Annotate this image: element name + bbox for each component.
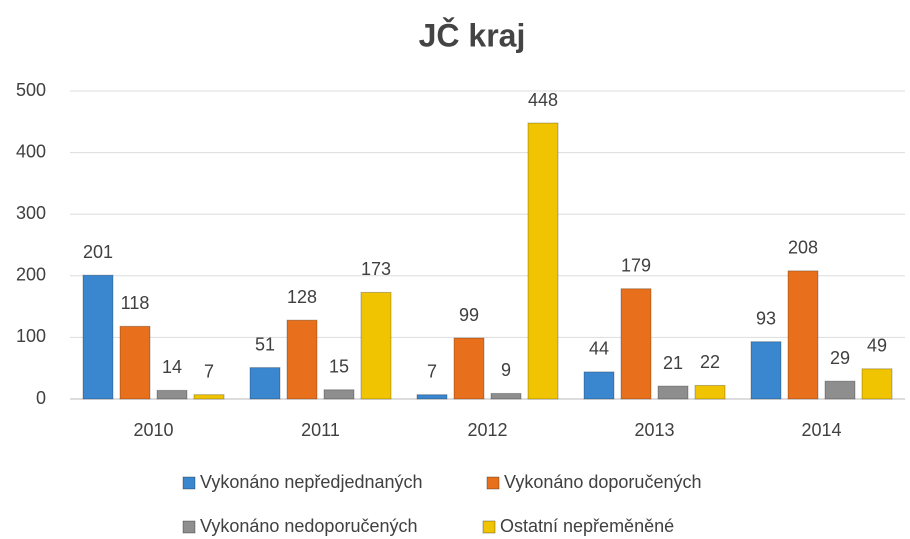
legend-swatch — [486, 476, 500, 490]
y-tick-label: 300 — [16, 203, 46, 223]
data-label: 208 — [788, 238, 818, 258]
bar — [750, 341, 782, 400]
bar — [286, 319, 318, 400]
data-label: 179 — [621, 255, 651, 275]
data-label: 7 — [204, 361, 214, 381]
x-tick-label: 2011 — [301, 420, 340, 440]
bar — [156, 389, 188, 400]
bar — [620, 288, 652, 400]
legend-swatch — [182, 476, 196, 490]
bar — [824, 380, 856, 400]
data-label: 173 — [361, 259, 391, 279]
bar — [583, 371, 615, 400]
bar — [193, 394, 225, 400]
x-tick-label: 2010 — [133, 420, 173, 440]
bar — [453, 337, 485, 400]
data-label: 14 — [162, 357, 182, 377]
bar — [657, 385, 689, 400]
data-label: 99 — [459, 305, 479, 325]
y-tick-label: 0 — [36, 388, 46, 408]
bar — [360, 291, 392, 400]
data-label: 15 — [329, 357, 349, 377]
x-tick-label: 2013 — [634, 420, 674, 440]
data-label: 22 — [700, 352, 720, 372]
bar — [787, 270, 819, 400]
data-label: 51 — [255, 334, 275, 354]
data-label: 93 — [756, 308, 776, 328]
y-tick-label: 500 — [16, 80, 46, 100]
bar — [416, 394, 448, 400]
data-label: 9 — [501, 360, 511, 380]
data-label: 21 — [663, 353, 683, 373]
data-label: 44 — [589, 339, 609, 359]
y-tick-label: 100 — [16, 326, 46, 346]
y-tick-label: 400 — [16, 141, 46, 161]
data-label: 49 — [867, 336, 887, 356]
data-label: 29 — [830, 348, 850, 368]
bar — [249, 367, 281, 400]
data-label: 7 — [427, 361, 437, 381]
y-tick-label: 200 — [16, 265, 46, 285]
bar — [861, 368, 893, 400]
x-tick-label: 2012 — [467, 420, 507, 440]
bar — [490, 392, 522, 400]
x-tick-label: 2014 — [801, 420, 841, 440]
legend-label: Ostatní nepřeměněné — [500, 516, 674, 536]
chart-title: JČ kraj — [419, 17, 526, 53]
bar — [323, 389, 355, 400]
bar — [527, 122, 559, 400]
data-label: 448 — [528, 90, 558, 110]
legend-label: Vykonáno doporučených — [504, 472, 701, 492]
data-label: 128 — [287, 287, 317, 307]
legend-label: Vykonáno nepředjednaných — [200, 472, 423, 492]
data-label: 118 — [121, 293, 150, 313]
bar — [82, 274, 114, 400]
bar — [694, 384, 726, 400]
bar — [119, 325, 151, 400]
legend-swatch — [182, 520, 196, 534]
legend-swatch — [482, 520, 496, 534]
data-label: 201 — [83, 242, 113, 262]
legend-label: Vykonáno nedoporučených — [200, 516, 418, 536]
